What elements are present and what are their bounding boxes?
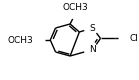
Text: Cl: Cl (130, 34, 138, 43)
Text: OCH3: OCH3 (63, 3, 88, 12)
Text: N: N (89, 45, 96, 54)
Text: S: S (90, 24, 95, 32)
Text: OCH3: OCH3 (7, 36, 33, 44)
